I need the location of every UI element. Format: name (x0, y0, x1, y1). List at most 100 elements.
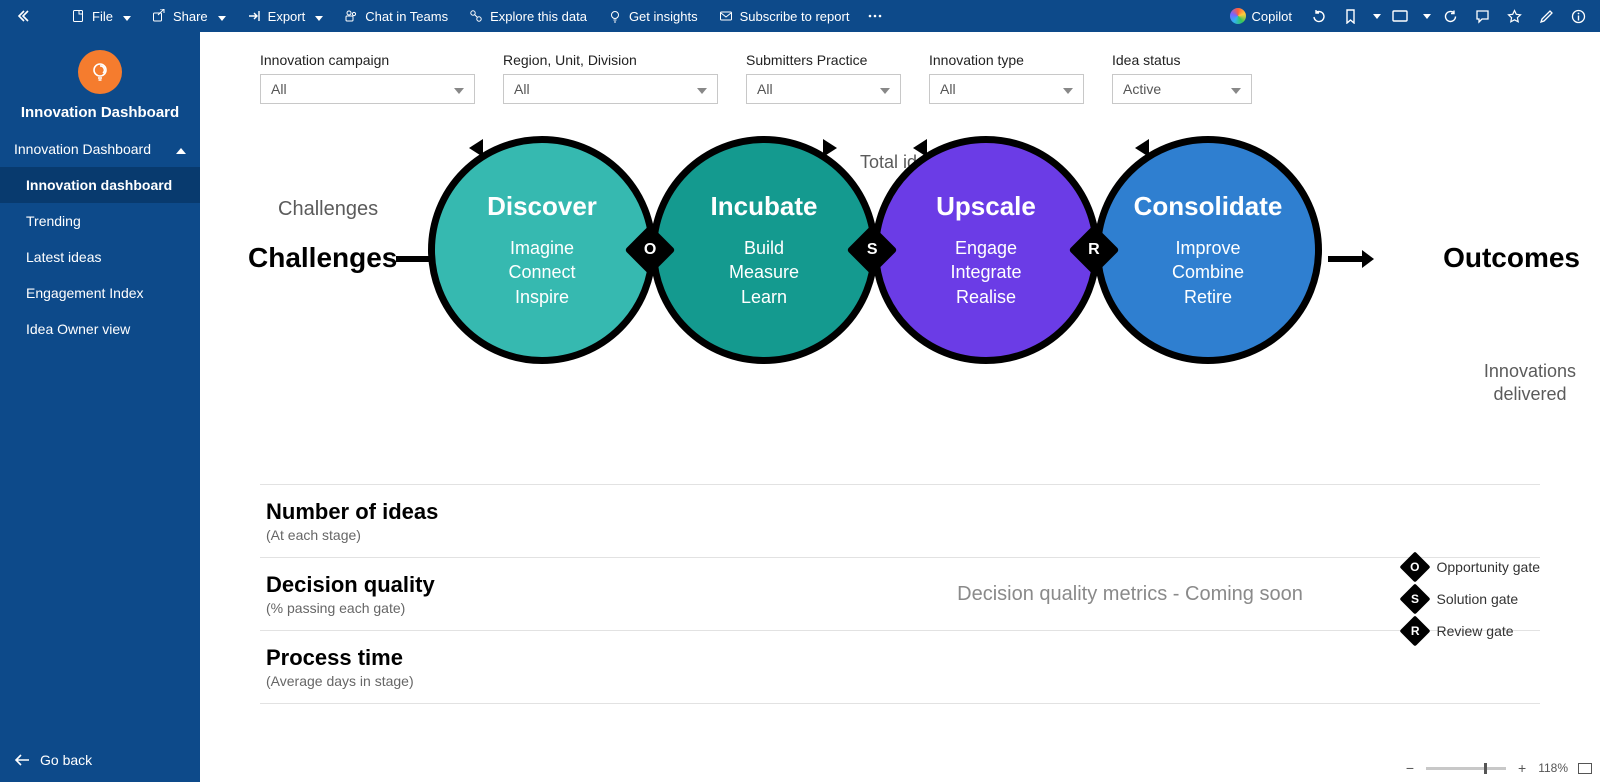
teams-icon (343, 8, 359, 24)
process-diagram: Total ideas Challenges Challenges Outcom… (200, 164, 1600, 484)
bookmark-chevron-icon[interactable] (1368, 2, 1382, 30)
metric-process-time: Process time (Average days in stage) (260, 631, 1540, 704)
report-canvas: Innovation campaign All Region, Unit, Di… (200, 32, 1600, 782)
stage-incubate[interactable]: Incubate BuildMeasureLearn (650, 136, 878, 364)
info-icon[interactable] (1564, 2, 1592, 30)
brand-block: Innovation Dashboard (0, 32, 200, 131)
status-bar: − + 118% (1404, 760, 1592, 776)
file-icon (70, 8, 86, 24)
zoom-out-button[interactable]: − (1404, 760, 1416, 776)
stage-upscale[interactable]: Upscale EngageIntegrateRealise (872, 136, 1100, 364)
stage-subtitle: ImproveCombineRetire (1172, 236, 1244, 309)
legend-opportunity: O Opportunity gate (1404, 556, 1540, 578)
sidebar-item-trending[interactable]: Trending (0, 203, 200, 239)
chevron-down-icon (214, 9, 226, 24)
arc-arrow-icon (1135, 139, 1149, 157)
copilot-button[interactable]: Copilot (1222, 4, 1300, 28)
subscribe-icon (718, 8, 734, 24)
filter-status: Idea status Active (1112, 52, 1252, 104)
arc-arrow-icon (469, 139, 483, 157)
gate-legend: O Opportunity gate S Solution gate R Rev… (1404, 556, 1540, 652)
file-menu[interactable]: File (62, 4, 139, 28)
legend-solution: S Solution gate (1404, 588, 1540, 610)
go-back-button[interactable]: Go back (0, 738, 200, 782)
export-label: Export (268, 9, 306, 24)
stage-subtitle: EngageIntegrateRealise (950, 236, 1021, 309)
chevron-down-icon (311, 9, 323, 24)
file-label: File (92, 9, 113, 24)
more-actions-button[interactable] (861, 2, 889, 30)
sidebar-item-latest-ideas[interactable]: Latest ideas (0, 239, 200, 275)
export-icon (246, 8, 262, 24)
filter-practice-dropdown[interactable]: All (746, 74, 901, 104)
arrow-in-icon (396, 256, 432, 262)
subscribe-button[interactable]: Subscribe to report (710, 4, 858, 28)
fit-page-icon[interactable] (1578, 763, 1592, 774)
filter-practice: Submitters Practice All (746, 52, 901, 104)
view-icon[interactable] (1386, 2, 1414, 30)
collapse-pane-icon[interactable] (8, 2, 36, 30)
comment-icon[interactable] (1468, 2, 1496, 30)
chevron-down-icon (119, 9, 131, 24)
arrow-out-icon (1328, 256, 1364, 262)
explore-label: Explore this data (490, 9, 587, 24)
legend-review: R Review gate (1404, 620, 1540, 642)
report-nav-sidebar: Innovation Dashboard Innovation Dashboar… (0, 32, 200, 782)
insights-label: Get insights (629, 9, 698, 24)
nav-section-label: Innovation Dashboard (14, 141, 151, 157)
stage-title: Upscale (936, 191, 1036, 222)
chevron-down-icon (1063, 81, 1073, 97)
metrics-section: Number of ideas (At each stage) Decision… (260, 484, 1540, 704)
diamond-icon: S (1400, 583, 1431, 614)
metric-decision-quality: Decision quality (% passing each gate) D… (260, 558, 1540, 631)
reset-icon[interactable] (1304, 2, 1332, 30)
chevron-down-icon (880, 81, 890, 97)
metric-number-ideas: Number of ideas (At each stage) (260, 485, 1540, 558)
filter-type: Innovation type All (929, 52, 1084, 104)
share-menu[interactable]: Share (143, 4, 234, 28)
edit-icon[interactable] (1532, 2, 1560, 30)
explore-icon (468, 8, 484, 24)
stage-subtitle: BuildMeasureLearn (729, 236, 799, 309)
bulb-icon (607, 8, 623, 24)
sidebar-item-innovation-dashboard[interactable]: Innovation dashboard (0, 167, 200, 203)
filter-type-dropdown[interactable]: All (929, 74, 1084, 104)
top-command-bar: File Share Export Chat in Teams (0, 0, 1600, 32)
outcomes-label: Outcomes (1443, 242, 1580, 274)
brand-title: Innovation Dashboard (8, 104, 192, 121)
stage-consolidate[interactable]: Consolidate ImproveCombineRetire (1094, 136, 1322, 364)
filter-innovation-campaign: Innovation campaign All (260, 52, 475, 104)
sidebar-item-engagement-index[interactable]: Engagement Index (0, 275, 200, 311)
sidebar-item-idea-owner-view[interactable]: Idea Owner view (0, 311, 200, 347)
nav-section-header[interactable]: Innovation Dashboard (0, 131, 200, 167)
chevron-down-icon (1231, 81, 1241, 97)
copilot-label: Copilot (1252, 9, 1292, 24)
get-insights-button[interactable]: Get insights (599, 4, 706, 28)
view-chevron-icon[interactable] (1418, 2, 1432, 30)
copilot-icon (1230, 8, 1246, 24)
filter-innovation-campaign-dropdown[interactable]: All (260, 74, 475, 104)
bookmark-icon[interactable] (1336, 2, 1364, 30)
explore-data-button[interactable]: Explore this data (460, 4, 595, 28)
brand-icon (78, 50, 122, 94)
filter-region: Region, Unit, Division All (503, 52, 718, 104)
stage-title: Incubate (711, 191, 818, 222)
stage-title: Consolidate (1134, 191, 1283, 222)
chat-label: Chat in Teams (365, 9, 448, 24)
caret-up-icon (176, 141, 186, 157)
stage-subtitle: ImagineConnectInspire (508, 236, 575, 309)
stage-discover[interactable]: DiscoverImagineConnectInspire (428, 136, 656, 364)
filter-status-dropdown[interactable]: Active (1112, 74, 1252, 104)
chat-teams-button[interactable]: Chat in Teams (335, 4, 456, 28)
favorite-icon[interactable] (1500, 2, 1528, 30)
zoom-in-button[interactable]: + (1516, 760, 1528, 776)
challenges-hint: Challenges (278, 198, 378, 221)
export-menu[interactable]: Export (238, 4, 332, 28)
innovations-delivered-label: Innovations delivered (1484, 360, 1576, 407)
go-back-label: Go back (40, 752, 92, 768)
diamond-icon: O (1400, 551, 1431, 582)
zoom-slider[interactable] (1426, 767, 1506, 770)
refresh-icon[interactable] (1436, 2, 1464, 30)
filter-region-dropdown[interactable]: All (503, 74, 718, 104)
arc-arrow-icon (823, 139, 837, 157)
